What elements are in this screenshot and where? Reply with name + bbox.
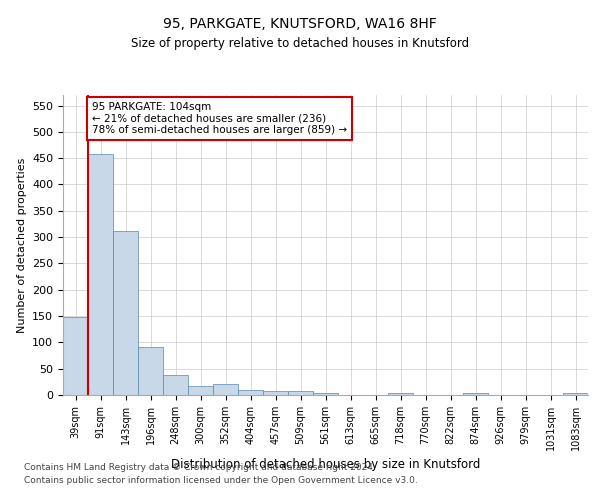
Bar — [463, 394, 488, 395]
X-axis label: Distribution of detached houses by size in Knutsford: Distribution of detached houses by size … — [171, 458, 480, 471]
Text: Size of property relative to detached houses in Knutsford: Size of property relative to detached ho… — [131, 38, 469, 51]
Bar — [238, 390, 263, 395]
Bar — [113, 231, 138, 395]
Bar — [138, 347, 163, 395]
Y-axis label: Number of detached properties: Number of detached properties — [17, 158, 26, 332]
Bar — [213, 384, 238, 395]
Text: Contains public sector information licensed under the Open Government Licence v3: Contains public sector information licen… — [24, 476, 418, 485]
Bar — [63, 317, 88, 395]
Text: Contains HM Land Registry data © Crown copyright and database right 2024.: Contains HM Land Registry data © Crown c… — [24, 462, 376, 471]
Text: 95, PARKGATE, KNUTSFORD, WA16 8HF: 95, PARKGATE, KNUTSFORD, WA16 8HF — [163, 18, 437, 32]
Bar — [388, 394, 413, 395]
Bar — [88, 154, 113, 395]
Bar — [563, 394, 588, 395]
Bar — [263, 392, 288, 395]
Bar — [163, 375, 188, 395]
Bar — [288, 392, 313, 395]
Bar — [188, 386, 213, 395]
Bar — [313, 394, 338, 395]
Text: 95 PARKGATE: 104sqm
← 21% of detached houses are smaller (236)
78% of semi-detac: 95 PARKGATE: 104sqm ← 21% of detached ho… — [92, 102, 347, 135]
